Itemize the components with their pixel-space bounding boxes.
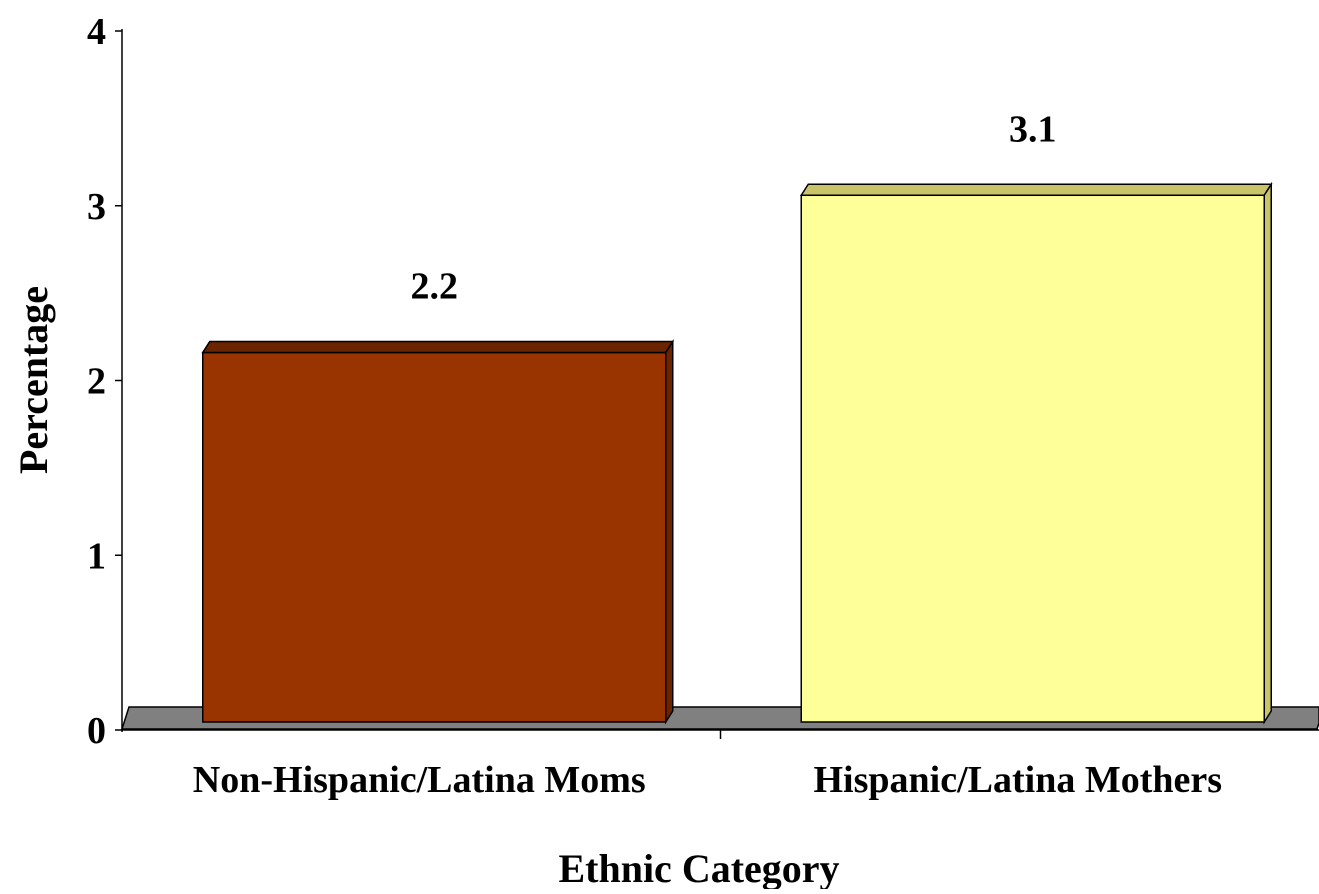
- bar-layer: [201, 181, 1273, 725]
- bar-front: [800, 194, 1265, 723]
- label-layer: 2.2 Non-Hispanic/Latina Moms 3.1 Hispanic/L…: [193, 108, 1222, 801]
- bar-top: [201, 340, 675, 354]
- y-tick-label: 2: [87, 361, 106, 403]
- y-axis-title: Percentage: [11, 286, 56, 474]
- axis-layer: 0 1 2 3 4: [87, 11, 1319, 752]
- x-category-label: Hispanic/Latina Mothers: [813, 759, 1222, 801]
- y-tick-label: 4: [87, 11, 106, 53]
- bar-front: [202, 351, 667, 723]
- y-tick-label: 0: [87, 710, 106, 752]
- bar-side: [1263, 181, 1272, 725]
- bar-top: [799, 183, 1273, 197]
- bar-side: [665, 338, 674, 725]
- bar: [799, 181, 1273, 725]
- data-label: 2.2: [411, 266, 459, 308]
- data-label: 3.1: [1009, 108, 1057, 150]
- x-category-label: Non-Hispanic/Latina Moms: [193, 759, 646, 801]
- y-tick-label: 1: [87, 535, 106, 577]
- x-axis-title: Ethnic Category: [558, 846, 839, 889]
- bar: [201, 338, 675, 725]
- y-tick-label: 3: [87, 186, 106, 228]
